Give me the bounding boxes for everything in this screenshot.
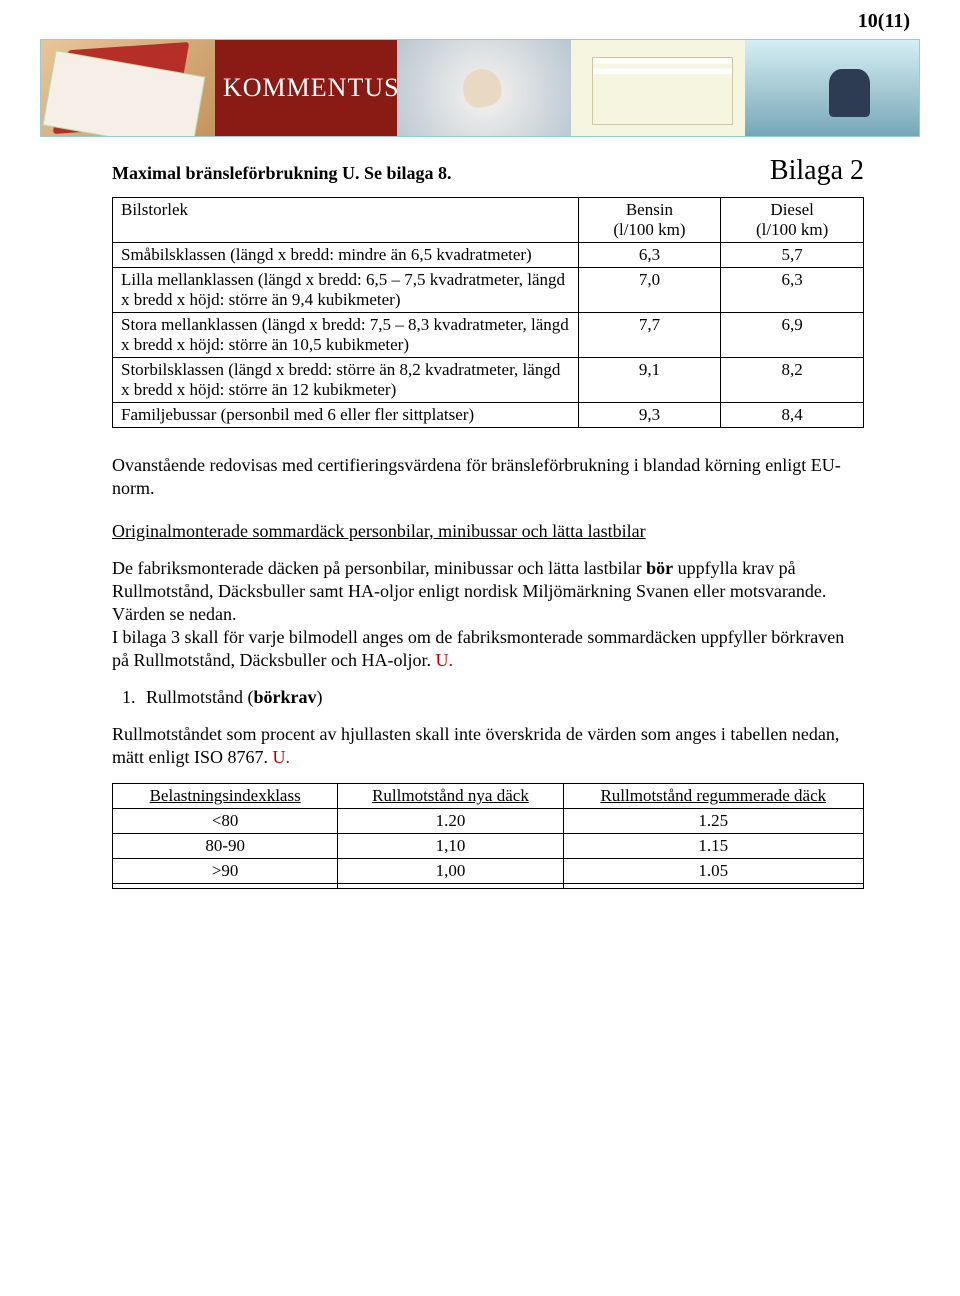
cell	[113, 884, 338, 889]
u-marker: U.	[431, 650, 453, 670]
banner-image-book	[41, 40, 215, 136]
col-header: Bensin (l/100 km)	[578, 198, 721, 243]
paragraph: De fabriksmonterade däcken på personbila…	[112, 557, 864, 672]
cell: 7,7	[578, 313, 721, 358]
cell: >90	[113, 859, 338, 884]
cell: 1.20	[338, 809, 563, 834]
cell: 80-90	[113, 834, 338, 859]
cell: Storbilsklassen (längd x bredd: större ä…	[113, 358, 579, 403]
text-bold: bör	[646, 558, 673, 578]
brand-banner: KOMMENTUS	[40, 39, 920, 137]
cell: 6,9	[721, 313, 864, 358]
table-row: Stora mellanklassen (längd x bredd: 7,5 …	[113, 313, 864, 358]
col-header: Belastningsindexklass	[113, 784, 338, 809]
text: Rullmotståndet som procent av hjullasten…	[112, 724, 839, 767]
u-marker: U.	[268, 747, 290, 767]
paragraph: Rullmotståndet som procent av hjullasten…	[112, 723, 864, 769]
section-title: Maximal bränsleförbrukning U. Se bilaga …	[112, 163, 452, 184]
cell: 8,2	[721, 358, 864, 403]
cell: 1,00	[338, 859, 563, 884]
table-row: >90 1,00 1.05	[113, 859, 864, 884]
banner-image-handshake	[397, 40, 571, 136]
cell: 6,3	[578, 243, 721, 268]
table-row: Bilstorlek Bensin (l/100 km) Diesel (l/1…	[113, 198, 864, 243]
cell: Stora mellanklassen (längd x bredd: 7,5 …	[113, 313, 579, 358]
text: )	[317, 687, 323, 707]
fuel-consumption-table: Bilstorlek Bensin (l/100 km) Diesel (l/1…	[112, 197, 864, 428]
numbered-list: Rullmotstånd (börkrav)	[112, 686, 864, 709]
cell: 1.15	[563, 834, 863, 859]
col-header: Rullmotstånd nya däck	[338, 784, 563, 809]
cell: 9,1	[578, 358, 721, 403]
cell	[338, 884, 563, 889]
table-row: Lilla mellanklassen (längd x bredd: 6,5 …	[113, 268, 864, 313]
list-item: Rullmotstånd (börkrav)	[140, 686, 864, 709]
cell: <80	[113, 809, 338, 834]
table-row: Storbilsklassen (längd x bredd: större ä…	[113, 358, 864, 403]
cell: Lilla mellanklassen (längd x bredd: 6,5 …	[113, 268, 579, 313]
cell: 9,3	[578, 403, 721, 428]
cell: 8,4	[721, 403, 864, 428]
cell: 1,10	[338, 834, 563, 859]
col-header: Diesel (l/100 km)	[721, 198, 864, 243]
banner-image-office	[745, 40, 919, 136]
cell: 6,3	[721, 268, 864, 313]
cell	[563, 884, 863, 889]
cell: Småbilsklassen (längd x bredd: mindre än…	[113, 243, 579, 268]
text: De fabriksmonterade däcken på personbila…	[112, 558, 646, 578]
cell: 5,7	[721, 243, 864, 268]
page-number: 10(11)	[0, 0, 960, 39]
table-row: Småbilsklassen (längd x bredd: mindre än…	[113, 243, 864, 268]
paragraph: Ovanstående redovisas med certifieringsv…	[112, 454, 864, 500]
table-row: Familjebussar (personbil med 6 eller fle…	[113, 403, 864, 428]
cell: 7,0	[578, 268, 721, 313]
cell: 1.05	[563, 859, 863, 884]
rolling-resistance-table: Belastningsindexklass Rullmotstånd nya d…	[112, 783, 864, 889]
table-row: Belastningsindexklass Rullmotstånd nya d…	[113, 784, 864, 809]
brand-text: KOMMENTUS	[223, 73, 397, 103]
table-row: 80-90 1,10 1.15	[113, 834, 864, 859]
col-header: Rullmotstånd regummerade däck	[563, 784, 863, 809]
table-row: <80 1.20 1.25	[113, 809, 864, 834]
text: I bilaga 3 skall för varje bilmodell ang…	[112, 627, 844, 670]
bilaga-label: Bilaga 2	[770, 155, 864, 187]
cell: 1.25	[563, 809, 863, 834]
cell: Familjebussar (personbil med 6 eller fle…	[113, 403, 579, 428]
banner-brand: KOMMENTUS	[215, 40, 397, 136]
text-bold: börkrav	[254, 687, 317, 707]
sub-heading-text: Originalmonterade sommardäck personbilar…	[112, 521, 646, 541]
table-row	[113, 884, 864, 889]
text: Rullmotstånd (	[146, 687, 254, 707]
sub-heading: Originalmonterade sommardäck personbilar…	[112, 520, 864, 543]
banner-image-receipt	[571, 40, 745, 136]
col-header: Bilstorlek	[113, 198, 579, 243]
